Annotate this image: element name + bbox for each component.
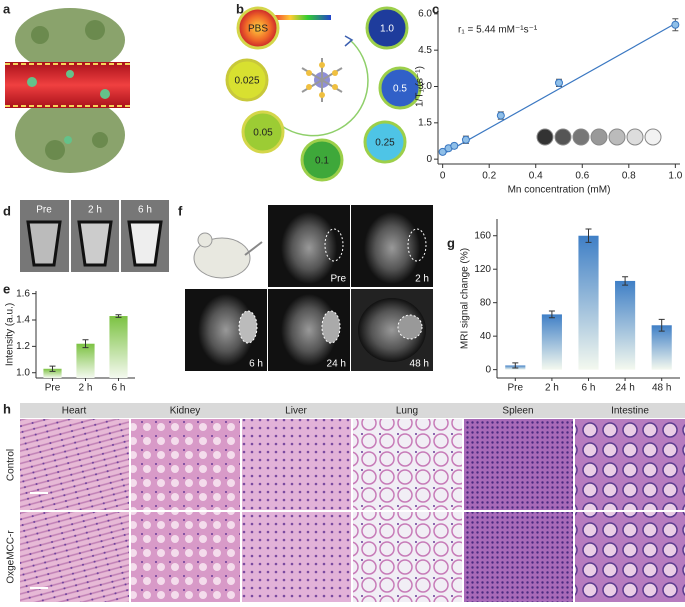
panel-label: a — [3, 1, 11, 16]
bar — [109, 316, 128, 378]
y-tick-label: 40 — [480, 331, 492, 342]
phantom-label: 0.25 — [375, 138, 395, 149]
x-tick-label: Pre — [45, 383, 61, 394]
time-label: 6 h — [138, 205, 152, 216]
y-tick-label: 1.2 — [16, 341, 30, 352]
bar — [578, 235, 599, 370]
vessel-illustration — [5, 8, 130, 173]
data-point — [461, 135, 470, 144]
x-tick-label: 1.0 — [668, 171, 682, 182]
time-label: 48 h — [410, 359, 429, 370]
panel-label: g — [447, 235, 455, 250]
bar — [615, 280, 636, 370]
time-label: 6 h — [249, 359, 263, 370]
annotation: r₁ = 5.44 mM⁻¹s⁻¹ — [458, 25, 538, 36]
panel-label: e — [3, 281, 10, 296]
error-bar — [82, 339, 89, 349]
fit-line — [442, 23, 676, 155]
y-tick-label: 1.5 — [418, 117, 432, 128]
phantom-label: 0.1 — [315, 156, 329, 167]
y-tick-label: 80 — [480, 297, 492, 308]
row-header: OxgeMCC-r — [6, 530, 17, 584]
error-bar — [115, 314, 122, 318]
panel-label: b — [236, 1, 244, 16]
column-header: Kidney — [170, 406, 201, 417]
phantom-label: 0.05 — [253, 128, 273, 139]
y-tick-label: 4.5 — [418, 45, 432, 56]
phantom-label: 0.5 — [393, 84, 407, 95]
x-axis-label: Mn concentration (mM) — [508, 185, 611, 196]
panel-label: h — [3, 401, 11, 416]
x-tick-label: 6 h — [112, 383, 126, 394]
y-tick-label: 3.0 — [418, 81, 432, 92]
error-bar — [512, 362, 519, 369]
data-point — [450, 141, 459, 150]
y-tick-label: 6.0 — [418, 8, 432, 19]
phantom-row — [536, 128, 662, 146]
error-bar — [622, 276, 629, 286]
y-tick-label: 1.0 — [16, 367, 30, 378]
phantom-label: PBS — [248, 24, 268, 35]
x-tick-label: 0.4 — [529, 171, 543, 182]
error-bar — [585, 228, 592, 243]
x-tick-label: 48 h — [652, 383, 671, 394]
y-tick-label: 0 — [426, 154, 432, 165]
x-tick-label: 0 — [440, 171, 446, 182]
bar — [541, 314, 562, 370]
panel-label: c — [432, 1, 439, 16]
data-point — [496, 111, 505, 120]
x-tick-label: 2 h — [545, 383, 559, 394]
data-point — [555, 78, 563, 87]
y-tick-label: 160 — [474, 230, 491, 241]
time-label: 2 h — [415, 274, 429, 285]
y-axis-label: MRI signal change (%) — [460, 248, 471, 349]
x-tick-label: 2 h — [79, 383, 93, 394]
column-header: Intestine — [611, 406, 649, 417]
row-header: Control — [6, 449, 17, 481]
phantom-label: 1.0 — [380, 24, 394, 35]
error-bar — [49, 365, 56, 372]
y-axis-label: 1/T₁ (s⁻¹) — [415, 66, 426, 107]
column-header: Liver — [285, 406, 307, 417]
bar — [76, 343, 95, 378]
y-tick-label: 1.4 — [16, 315, 30, 326]
bar — [651, 325, 672, 370]
x-tick-label: Pre — [508, 383, 524, 394]
histology-grid — [20, 403, 685, 602]
column-header: Spleen — [502, 406, 533, 417]
panel-label: d — [3, 203, 11, 218]
bar — [43, 368, 62, 378]
y-axis-label: Intensity (a.u.) — [5, 303, 16, 366]
phantom-label: 0.025 — [234, 76, 259, 87]
column-header: Lung — [396, 406, 418, 417]
y-tick-label: 0 — [485, 364, 491, 375]
x-tick-label: 0.2 — [482, 171, 496, 182]
data-point — [671, 20, 680, 29]
data-point — [438, 147, 447, 156]
x-tick-label: 6 h — [582, 383, 596, 394]
x-tick-label: 0.8 — [622, 171, 636, 182]
error-bar — [658, 318, 665, 332]
y-tick-label: 120 — [474, 264, 491, 275]
x-tick-label: 24 h — [615, 383, 634, 394]
error-bar — [548, 310, 555, 319]
mri-frames — [185, 205, 433, 371]
column-header: Heart — [62, 406, 87, 417]
time-label: 2 h — [88, 205, 102, 216]
panel-label: f — [178, 203, 183, 218]
time-label: Pre — [330, 274, 346, 285]
y-tick-label: 1.6 — [16, 288, 30, 299]
time-label: 24 h — [327, 359, 346, 370]
time-label: Pre — [36, 205, 52, 216]
phantom-wheel — [225, 6, 422, 182]
mri-tubes — [20, 200, 169, 272]
x-tick-label: 0.6 — [575, 171, 589, 182]
